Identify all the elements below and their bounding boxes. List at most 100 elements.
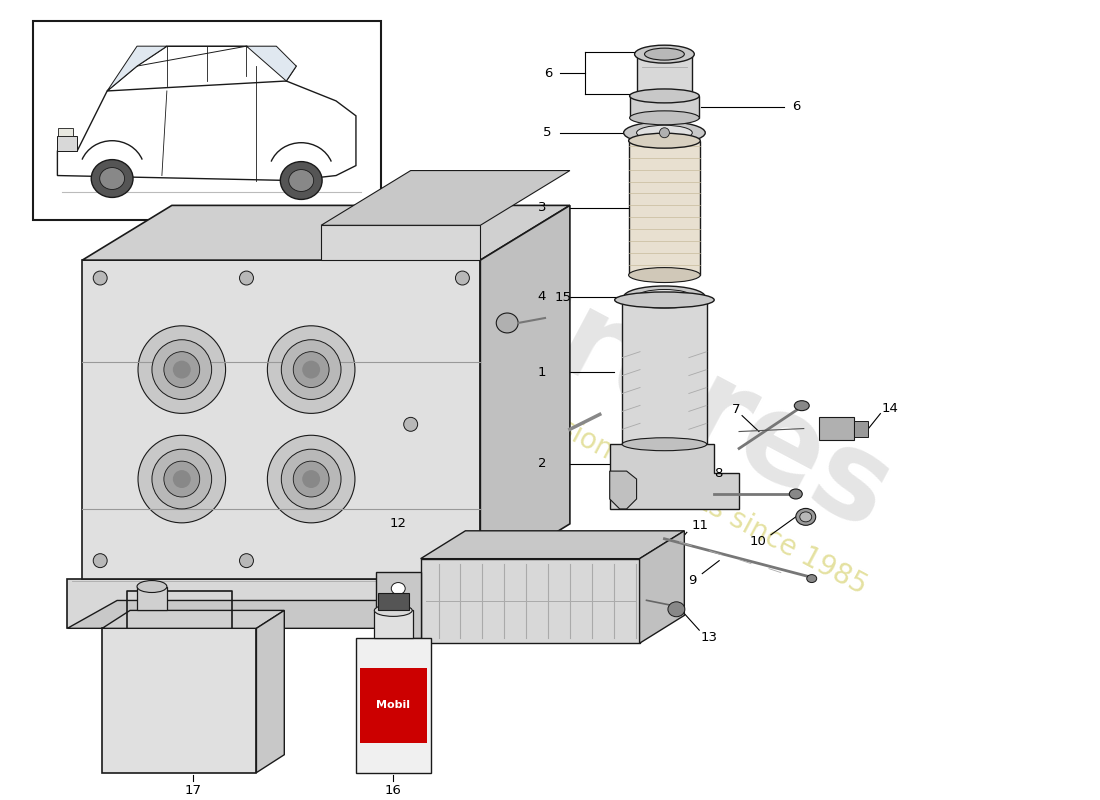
Ellipse shape [138,435,226,523]
Text: eurores: eurores [388,203,911,556]
Polygon shape [246,46,296,81]
Ellipse shape [289,170,314,191]
Polygon shape [107,46,296,91]
Polygon shape [374,610,412,638]
Ellipse shape [645,48,684,60]
Text: 1: 1 [538,366,547,378]
Polygon shape [67,578,495,628]
Text: a passion for parts since 1985: a passion for parts since 1985 [487,378,871,600]
Polygon shape [609,471,637,509]
Bar [818,417,854,441]
Ellipse shape [173,470,190,488]
Ellipse shape [637,126,692,140]
Ellipse shape [164,461,200,497]
Ellipse shape [795,509,816,526]
Ellipse shape [294,352,329,387]
Polygon shape [321,226,481,260]
Polygon shape [107,46,167,91]
Ellipse shape [164,352,200,387]
Ellipse shape [282,450,341,509]
Ellipse shape [668,602,685,617]
Polygon shape [321,170,570,226]
Polygon shape [629,96,700,118]
Ellipse shape [800,512,812,522]
Polygon shape [377,594,409,610]
Polygon shape [82,206,570,260]
Polygon shape [256,610,284,773]
Text: 13: 13 [701,630,717,644]
Text: 10: 10 [749,535,767,548]
Ellipse shape [628,134,701,148]
Text: 5: 5 [542,126,551,139]
Ellipse shape [628,267,701,282]
Ellipse shape [392,618,405,630]
Text: 16: 16 [385,784,402,797]
Polygon shape [623,300,706,444]
Text: 11: 11 [691,519,708,532]
Ellipse shape [94,554,107,568]
Text: 2: 2 [538,457,547,470]
Text: 14: 14 [882,402,899,415]
Polygon shape [102,628,256,773]
Ellipse shape [455,554,470,568]
Bar [854,421,868,437]
Text: 4: 4 [538,290,547,303]
Ellipse shape [637,290,692,305]
Text: 7: 7 [732,403,740,416]
Text: 12: 12 [389,518,407,530]
Ellipse shape [280,162,322,199]
Ellipse shape [496,313,518,333]
Polygon shape [495,550,544,628]
Ellipse shape [294,461,329,497]
Bar [360,668,427,742]
Ellipse shape [302,470,320,488]
Bar [33,22,381,220]
Polygon shape [356,638,430,773]
Ellipse shape [267,326,355,414]
Polygon shape [637,54,692,96]
Polygon shape [376,572,420,638]
Polygon shape [67,601,544,628]
Ellipse shape [138,326,226,414]
Text: 9: 9 [689,574,696,587]
Ellipse shape [94,271,107,285]
Text: Mobil: Mobil [376,700,410,710]
Ellipse shape [790,489,802,499]
Ellipse shape [624,286,705,308]
Ellipse shape [404,418,418,431]
Ellipse shape [794,401,810,410]
Ellipse shape [660,128,670,138]
Ellipse shape [623,438,706,450]
Ellipse shape [615,292,714,308]
Ellipse shape [138,581,167,593]
Polygon shape [481,206,570,578]
Polygon shape [420,558,639,643]
Ellipse shape [624,122,705,144]
Ellipse shape [392,582,405,594]
Text: 8: 8 [714,466,723,479]
Ellipse shape [152,340,211,399]
Ellipse shape [100,167,124,190]
Text: 17: 17 [185,784,201,797]
Ellipse shape [173,361,190,378]
Ellipse shape [629,111,700,125]
Text: 6: 6 [793,100,801,114]
Polygon shape [609,444,739,509]
Text: 6: 6 [543,66,552,79]
Polygon shape [57,136,77,150]
Polygon shape [138,586,167,610]
Ellipse shape [240,554,253,568]
Bar [58,128,74,136]
Ellipse shape [267,435,355,523]
Ellipse shape [240,271,253,285]
Ellipse shape [302,361,320,378]
Ellipse shape [282,340,341,399]
Polygon shape [82,260,481,578]
Ellipse shape [152,450,211,509]
Polygon shape [420,531,684,558]
Text: 15: 15 [554,290,571,303]
Polygon shape [102,610,284,628]
Text: 3: 3 [538,202,547,214]
Ellipse shape [91,160,133,198]
Ellipse shape [629,89,700,103]
